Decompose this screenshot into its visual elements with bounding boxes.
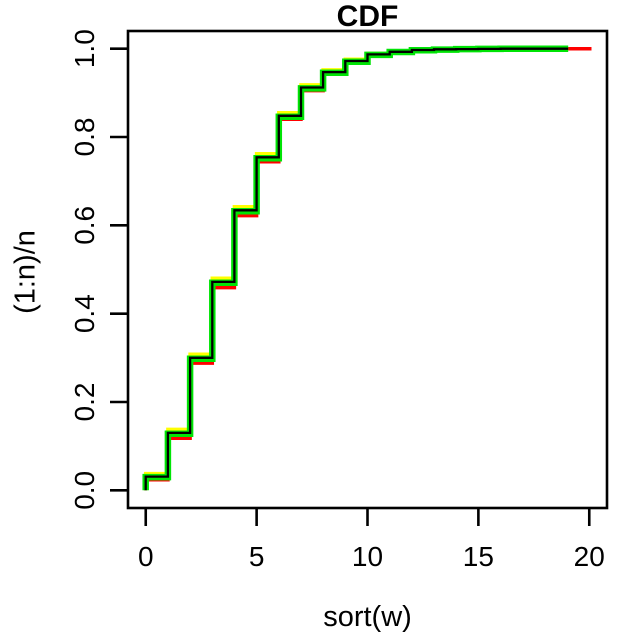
x-axis: 0 5 10 15 20 (138, 508, 605, 572)
plot-box (126, 29, 609, 510)
plot-border (126, 29, 609, 510)
y-axis-label: (1:n)/n (9, 230, 42, 314)
x-tick-label: 10 (352, 541, 383, 572)
series-path-yellow-cdf (143, 46, 569, 491)
y-tick-label: 0.6 (69, 206, 100, 245)
series-path-red-cdf (143, 46, 592, 491)
x-tick-label: 20 (574, 541, 605, 572)
chart-title: CDF (336, 0, 399, 33)
series-path-green-cdf (142, 45, 569, 491)
series-path-black-cdf (144, 47, 569, 491)
y-axis: 0.0 0.2 0.4 0.6 0.8 1.0 (69, 29, 128, 510)
x-tick-label: 5 (249, 541, 265, 572)
x-tick-label: 15 (463, 541, 494, 572)
y-tick-label: 0.2 (69, 383, 100, 422)
series-lines (142, 45, 592, 491)
x-axis-label: sort(w) (323, 601, 412, 633)
y-tick-label: 0.4 (69, 294, 100, 333)
y-tick-label: 0.0 (69, 471, 100, 510)
y-tick-label: 0.8 (69, 118, 100, 157)
x-tick-label: 0 (138, 541, 154, 572)
y-tick-label: 1.0 (69, 29, 100, 68)
